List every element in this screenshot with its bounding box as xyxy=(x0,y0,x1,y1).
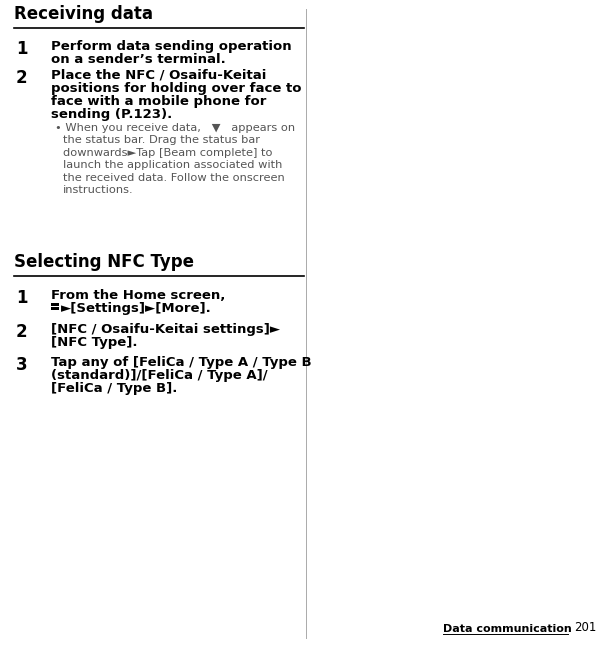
Text: 201: 201 xyxy=(574,621,597,634)
Text: the received data. Follow the onscreen: the received data. Follow the onscreen xyxy=(64,173,285,183)
Text: face with a mobile phone for: face with a mobile phone for xyxy=(51,95,267,108)
Text: 1: 1 xyxy=(16,40,27,58)
Text: launch the application associated with: launch the application associated with xyxy=(64,160,283,170)
Bar xyxy=(55,303,59,306)
Text: positions for holding over face to: positions for holding over face to xyxy=(51,82,302,95)
Text: 2: 2 xyxy=(16,69,27,87)
Text: [NFC Type].: [NFC Type]. xyxy=(51,336,138,349)
Text: Perform data sending operation: Perform data sending operation xyxy=(51,40,292,53)
Text: 1: 1 xyxy=(16,288,27,307)
Text: the status bar. Drag the status bar: the status bar. Drag the status bar xyxy=(64,135,260,145)
Text: instructions.: instructions. xyxy=(64,185,134,195)
Bar xyxy=(51,307,54,310)
Text: From the Home screen,: From the Home screen, xyxy=(51,288,226,301)
Text: [NFC / Osaifu-Keitai settings]►: [NFC / Osaifu-Keitai settings]► xyxy=(51,323,281,336)
Text: • When you receive data,   ▼   appears on: • When you receive data, ▼ appears on xyxy=(55,123,295,133)
Text: on a sender’s terminal.: on a sender’s terminal. xyxy=(51,53,226,66)
Bar xyxy=(55,307,59,310)
Text: Selecting NFC Type: Selecting NFC Type xyxy=(14,253,194,271)
Text: ►[Settings]►[More].: ►[Settings]►[More]. xyxy=(61,301,212,314)
Text: 3: 3 xyxy=(16,356,27,375)
Bar xyxy=(51,303,54,306)
Text: downwards►Tap [Beam complete] to: downwards►Tap [Beam complete] to xyxy=(64,148,273,158)
Text: sending (P.123).: sending (P.123). xyxy=(51,108,172,121)
Text: Place the NFC / Osaifu-Keitai: Place the NFC / Osaifu-Keitai xyxy=(51,69,267,82)
Text: Tap any of [FeliCa / Type A / Type B: Tap any of [FeliCa / Type A / Type B xyxy=(51,356,312,369)
Text: 2: 2 xyxy=(16,323,27,341)
Text: Data communication: Data communication xyxy=(443,624,572,634)
Text: [FeliCa / Type B].: [FeliCa / Type B]. xyxy=(51,382,178,395)
Text: Receiving data: Receiving data xyxy=(14,5,153,23)
Text: (standard)]/[FeliCa / Type A]/: (standard)]/[FeliCa / Type A]/ xyxy=(51,369,268,382)
